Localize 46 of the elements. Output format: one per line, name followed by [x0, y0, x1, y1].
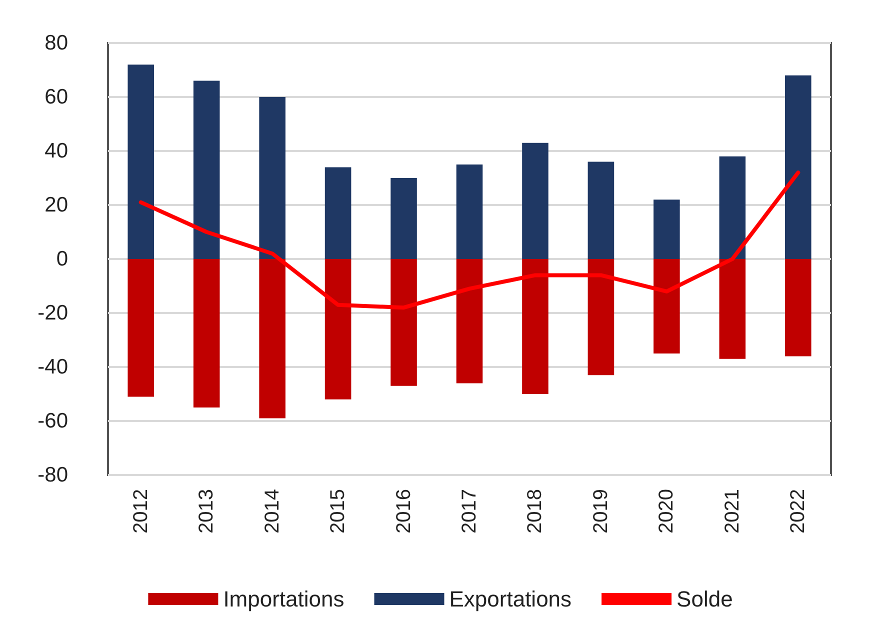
bar [522, 142, 548, 259]
x-tick-label: 2021 [721, 489, 744, 534]
bar [719, 259, 746, 359]
bar [193, 259, 220, 408]
y-tick-label: 0 [56, 248, 68, 270]
legend-label: Exportations [449, 586, 572, 612]
x-tick-label: 2014 [261, 489, 284, 534]
y-tick-label: 80 [44, 32, 68, 54]
x-tick-label: 2012 [130, 489, 152, 534]
bar [784, 75, 812, 259]
x-tick-label: 2018 [524, 489, 546, 534]
y-tick-label: -80 [38, 464, 68, 486]
bar [654, 259, 680, 354]
bar [654, 200, 680, 259]
x-tick-label: 2013 [196, 489, 218, 534]
y-tick-label: -20 [38, 302, 68, 324]
bar [259, 259, 286, 418]
bar [324, 259, 352, 400]
x-tick-label: 2020 [656, 489, 678, 534]
bar [588, 259, 614, 376]
x-tick-label: 2015 [327, 489, 350, 534]
bar [456, 164, 483, 259]
y-tick-label: 20 [44, 194, 68, 216]
bar [259, 97, 286, 259]
y-tick-label: 60 [44, 86, 68, 108]
legend-label: Solde [676, 586, 733, 612]
bar [324, 167, 352, 259]
bar [128, 259, 154, 397]
x-tick-label: 2022 [787, 489, 810, 534]
bar [456, 259, 483, 384]
x-tick-label: 2016 [392, 489, 415, 534]
bar [522, 259, 548, 394]
legend-label: Importations [223, 586, 344, 612]
y-tick-label: 40 [44, 140, 68, 162]
bar [193, 80, 220, 259]
y-tick-label: -60 [38, 410, 68, 432]
bar [784, 259, 812, 356]
bar [390, 259, 417, 386]
bar [588, 162, 614, 259]
bar [128, 64, 154, 259]
x-tick-label: 2017 [458, 489, 480, 534]
x-tick-label: 2019 [590, 489, 612, 534]
bar [390, 178, 417, 259]
line-series [138, 170, 800, 310]
bar [719, 156, 746, 259]
y-tick-label: -40 [38, 356, 68, 378]
